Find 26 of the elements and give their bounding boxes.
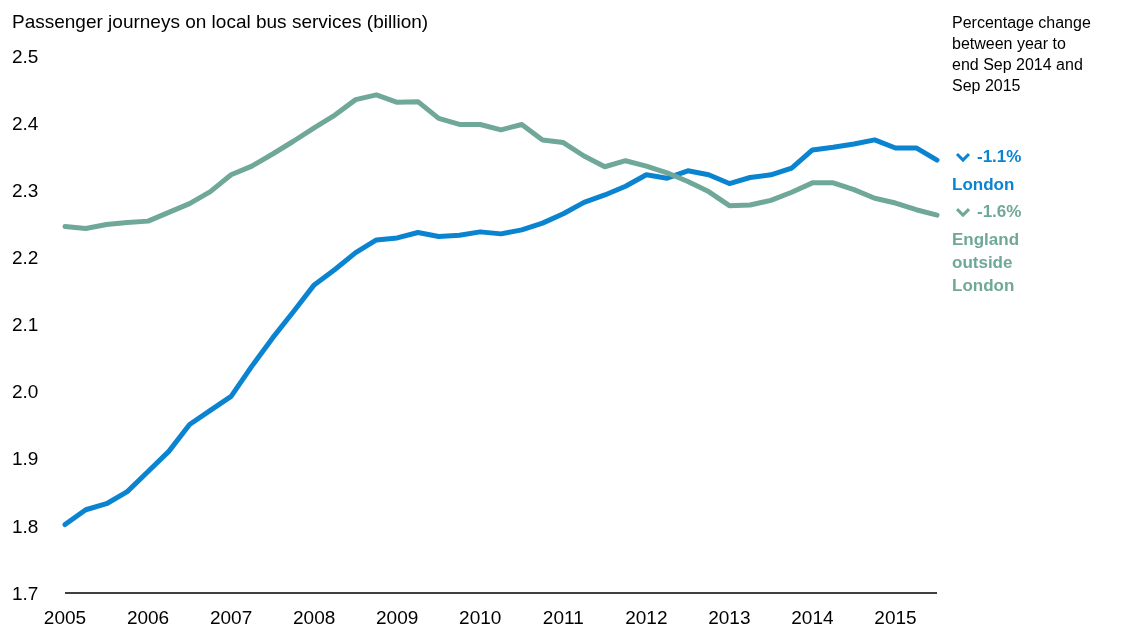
y-tick-label: 1.7 xyxy=(12,582,39,604)
legend-label: London xyxy=(952,175,1015,195)
y-tick-label: 2.0 xyxy=(12,381,39,403)
x-tick-label: 2010 xyxy=(459,607,502,628)
y-tick-label: 2.3 xyxy=(12,179,39,201)
x-tick-label: 2012 xyxy=(625,607,668,628)
x-tick-label: 2008 xyxy=(293,607,336,628)
y-tick-label: 1.9 xyxy=(12,448,39,470)
annotation: -1.1% xyxy=(977,146,1022,166)
x-tick-label: 2011 xyxy=(542,607,584,628)
y-tick-label: 2.2 xyxy=(12,247,39,269)
x-tick-label: 2007 xyxy=(209,607,253,628)
x-tick-label: 2005 xyxy=(43,607,87,628)
y-tick-label: 2.1 xyxy=(12,314,39,336)
x-tick-label: 2015 xyxy=(874,607,917,628)
annotation: -1.6% xyxy=(977,201,1022,221)
y-tick-label: 2.4 xyxy=(12,112,39,134)
legend-label: England outside London xyxy=(952,230,1020,296)
y-tick-label: 1.8 xyxy=(12,515,39,537)
x-tick-label: 2006 xyxy=(126,607,170,628)
x-tick-label: 2014 xyxy=(791,607,834,628)
y-tick-label: 2.5 xyxy=(12,45,39,67)
chart-title: Passenger journeys on local bus services (billion) xyxy=(12,11,429,32)
text: Percentage change between year to end Sep 2014 and Sep 2015 xyxy=(952,14,1091,94)
x-tick-label: 2009 xyxy=(376,607,419,628)
x-tick-label: 2013 xyxy=(708,607,751,628)
